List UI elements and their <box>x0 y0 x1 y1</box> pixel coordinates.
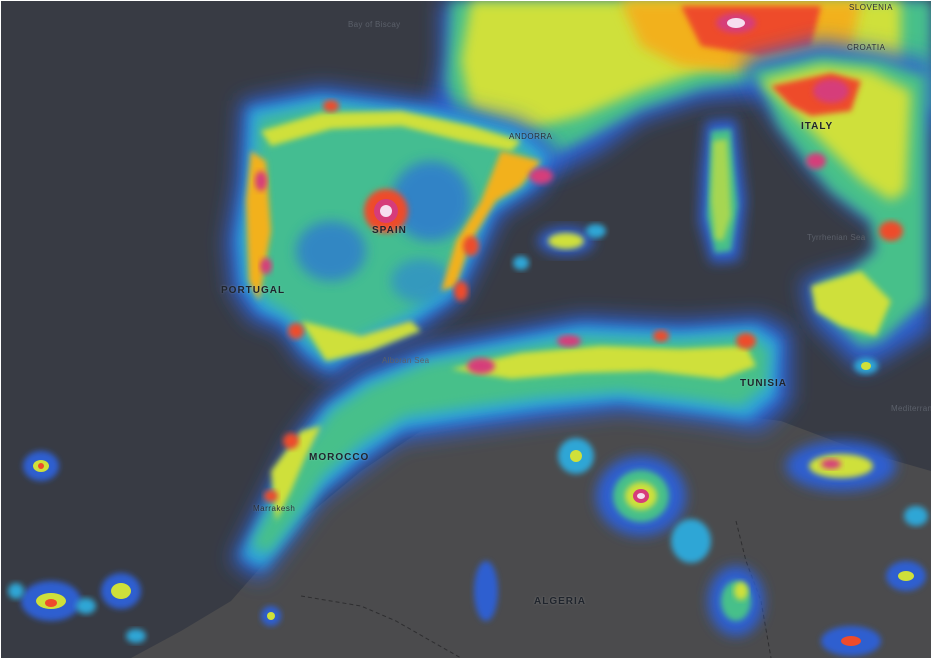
label-alboran-sea: Alboran Sea <box>382 356 430 365</box>
label-morocco: MOROCCO <box>309 452 370 463</box>
sahara-oases-glow <box>474 438 928 656</box>
algeria-border <box>300 595 462 658</box>
label-bay-of-biscay: Bay of Biscay <box>348 20 401 29</box>
italy-glow <box>741 41 931 374</box>
label-mediterranean: Mediterranean <box>891 404 931 413</box>
label-italy: ITALY <box>801 121 834 132</box>
europe-north-glow <box>431 1 931 181</box>
balearic-islands-glow <box>513 224 606 270</box>
label-spain: SPAIN <box>372 225 407 236</box>
label-slovenia: SLOVENIA <box>849 3 894 12</box>
label-tyrrhenian-sea: Tyrrhenian Sea <box>807 233 866 242</box>
iberia-glow <box>226 86 561 381</box>
label-portugal: PORTUGAL <box>221 285 286 296</box>
label-algeria: ALGERIA <box>534 596 586 607</box>
atlantic-islands-glow <box>8 451 281 643</box>
label-andorra: ANDORRA <box>509 132 553 141</box>
sardinia-corsica-glow <box>699 119 746 263</box>
label-tunisia: TUNISIA <box>740 378 787 389</box>
north-africa-glow <box>231 316 791 581</box>
label-marrakesh: Marrakesh <box>253 504 296 513</box>
label-croatia: CROATIA <box>847 43 886 52</box>
libya-border <box>735 520 772 658</box>
